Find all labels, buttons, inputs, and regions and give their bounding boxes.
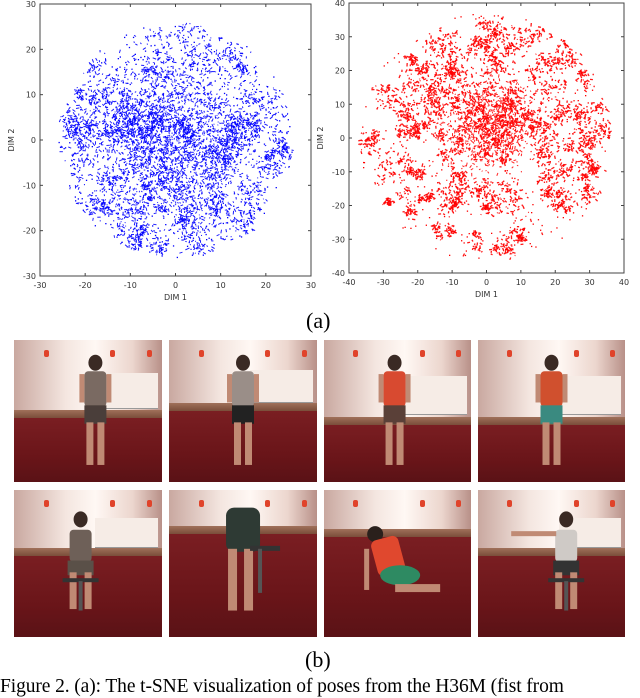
x-tick-label: 0: [173, 281, 178, 290]
tsne-plot-right: -40 -30 -20 -10 0 10 20 30 40 40 30 20 10 0 -10 -20 -30 -…: [320, 0, 640, 300]
person-figure: [324, 340, 471, 482]
y-tick-label: 30: [335, 33, 345, 42]
x-tick-label: 30: [306, 281, 316, 290]
tsne-plot-left: -30 -20 -10 0 10 20 30 30 20 10 0 -10 -20 -30 DIM 1 DIM…: [0, 0, 320, 300]
pose-photo-r2-c1: [14, 490, 162, 637]
x-tick-label: 10: [216, 281, 226, 290]
x-tick-label: -10: [124, 281, 137, 290]
x-tick-label: 30: [585, 278, 595, 287]
x-axis-label: DIM 1: [475, 290, 498, 299]
x-tick-label: 20: [261, 281, 271, 290]
y-axis-label: DIM 2: [316, 126, 325, 149]
pose-photo-r2-c3: [324, 490, 471, 637]
subfigure-label-b: (b): [305, 647, 331, 673]
scatter-points: [59, 23, 294, 258]
x-tick-label: -30: [33, 281, 46, 290]
y-tick-label: 30: [26, 0, 36, 9]
person-figure: [478, 490, 625, 637]
scatter-chart-blue: -30 -20 -10 0 10 20 30 30 20 10 0 -10 -20 -30 DIM 1 DIM…: [0, 0, 320, 300]
y-tick-label: -40: [332, 269, 345, 278]
x-tick-label: -10: [446, 278, 459, 287]
pose-photo-r2-c2: [169, 490, 317, 637]
x-tick-label: 20: [550, 278, 560, 287]
y-tick-label: 40: [335, 0, 345, 8]
y-tick-label: -10: [23, 181, 36, 190]
pose-photo-r1-c3: [324, 340, 471, 482]
y-tick-label: -30: [23, 272, 36, 281]
y-tick-label: -30: [332, 235, 345, 244]
y-tick-label: 20: [335, 67, 345, 76]
person-figure: [169, 490, 317, 637]
y-tick-label: -20: [23, 227, 36, 236]
y-tick-label: 10: [26, 91, 36, 100]
y-tick-label: -20: [332, 202, 345, 211]
scatter-points: [358, 14, 611, 260]
y-tick-label: 0: [340, 134, 345, 143]
x-tick-label: 40: [619, 278, 629, 287]
subfigure-label-a: (a): [306, 308, 330, 334]
x-tick-label: -40: [342, 278, 355, 287]
pose-photo-r2-c4: [478, 490, 625, 637]
y-axis-label: DIM 2: [7, 128, 16, 151]
pose-photo-r1-c2: [169, 340, 317, 482]
x-tick-label: -20: [411, 278, 424, 287]
x-tick-label: -20: [79, 281, 92, 290]
x-axis-label: DIM 1: [164, 293, 187, 302]
person-figure: [14, 490, 162, 637]
person-figure: [324, 490, 471, 637]
pose-photo-r1-c4: [478, 340, 625, 482]
y-tick-label: 20: [26, 45, 36, 54]
x-tick-label: -30: [377, 278, 390, 287]
y-tick-label: 0: [31, 136, 36, 145]
x-tick-label: 10: [516, 278, 526, 287]
figure-caption: Figure 2. (a): The t-SNE visualization o…: [0, 676, 640, 698]
person-figure: [169, 340, 317, 482]
pose-photo-r1-c1: [14, 340, 162, 482]
person-figure: [14, 340, 162, 482]
scatter-chart-red: -40 -30 -20 -10 0 10 20 30 40 40 30 20 10 0 -10 -20 -30 -…: [320, 0, 640, 300]
y-tick-label: 10: [335, 100, 345, 109]
x-tick-label: 0: [484, 278, 489, 287]
person-figure: [478, 340, 625, 482]
y-tick-label: -10: [332, 168, 345, 177]
